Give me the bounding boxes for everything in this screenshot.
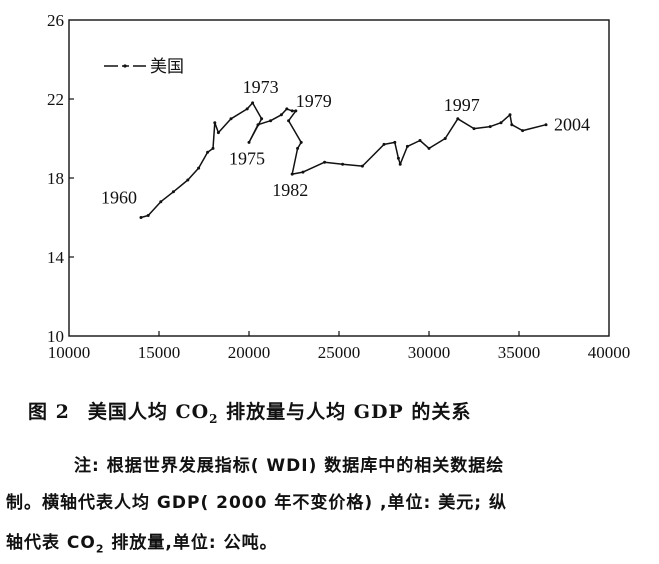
data-point: [290, 109, 294, 113]
data-point: [456, 117, 460, 121]
data-point: [206, 150, 210, 154]
data-point: [216, 131, 220, 135]
note-line-2: 制。横轴代表人均 GDP( 2000 年不变价格) ,单位: 美元; 纵: [6, 493, 507, 513]
data-point: [510, 123, 514, 127]
x-tick-label: 30000: [408, 343, 451, 362]
data-point: [269, 119, 273, 123]
x-tick-label: 25000: [318, 343, 361, 362]
data-point: [294, 109, 298, 113]
legend: 美国: [104, 57, 184, 77]
year-annotation: 2004: [554, 115, 590, 135]
data-point: [285, 107, 289, 111]
data-point: [341, 162, 345, 166]
data-point: [301, 170, 305, 174]
data-point: [472, 127, 476, 131]
figure-title: 图 2 美国人均 CO2 排放量与人均 GDP 的关系: [28, 397, 659, 426]
year-annotation: 1975: [229, 148, 265, 168]
data-point: [299, 140, 303, 144]
series-line-usa: [140, 102, 547, 219]
data-point: [396, 156, 400, 160]
legend-label: 美国: [150, 57, 184, 77]
year-annotation: 1982: [272, 180, 308, 200]
data-point: [544, 123, 548, 127]
axis-ticks: 10000 15000 20000 25000 30000 35000 40000 10 14 1…: [47, 11, 630, 362]
data-point: [323, 160, 327, 164]
data-point: [213, 121, 217, 125]
data-point: [488, 125, 492, 129]
data-point: [296, 146, 300, 150]
x-tick-label: 35000: [498, 343, 541, 362]
year-annotation: 1997: [444, 95, 480, 115]
data-point: [229, 117, 233, 121]
year-annotation: 1973: [243, 77, 279, 97]
y-tick-label: 10: [47, 327, 64, 346]
data-point: [245, 107, 249, 111]
data-point: [418, 139, 422, 142]
data-point: [508, 113, 512, 117]
data-point: [398, 162, 402, 166]
note-line-1: 注: 根据世界发展指标( WDI) 数据库中的相关数据绘: [74, 456, 505, 476]
note-line-3-text-rest: 排放量,单位: 公吨。: [104, 533, 278, 553]
note-line-3-text: 轴代表 CO: [6, 533, 96, 553]
year-annotation: 1960: [101, 188, 137, 208]
figure-title-text-rest: 排放量与人均 GDP 的关系: [218, 401, 472, 423]
figure-title-subscript: 2: [209, 411, 219, 426]
data-point: [256, 123, 260, 127]
year-annotation: 1979: [296, 91, 332, 111]
x-tick-label: 40000: [588, 343, 631, 362]
data-point: [186, 178, 190, 182]
x-tick-label: 20000: [228, 343, 271, 362]
data-point: [287, 119, 291, 123]
x-tick-label: 10000: [48, 343, 91, 362]
annotations-layer: 1960 1973 1975 1979 1982 1997 2004: [101, 77, 590, 208]
y-tick-label: 26: [47, 11, 64, 30]
data-point: [290, 172, 294, 176]
y-tick-label: 14: [47, 248, 65, 267]
data-point: [159, 200, 163, 204]
data-point: [499, 121, 503, 125]
data-point: [247, 140, 251, 144]
data-point: [393, 140, 397, 144]
data-point: [260, 117, 264, 121]
data-point: [382, 142, 386, 146]
note-line-3: 轴代表 CO2 排放量,单位: 公吨。: [6, 528, 659, 555]
legend-marker: [123, 64, 127, 68]
data-point: [360, 164, 364, 168]
figure-label: 图 2: [28, 401, 70, 423]
data-point: [146, 214, 150, 217]
y-tick-label: 22: [47, 90, 64, 109]
series-layer: [139, 101, 548, 219]
x-tick-label: 15000: [138, 343, 181, 362]
data-point: [171, 190, 175, 194]
y-tick-label: 18: [47, 169, 64, 188]
data-point: [139, 216, 143, 219]
note-line-3-subscript: 2: [95, 542, 105, 556]
data-point: [251, 101, 255, 105]
data-point: [443, 137, 447, 140]
data-point: [405, 144, 409, 148]
data-point: [427, 146, 431, 150]
data-point: [211, 146, 215, 150]
figure-title-text: 美国人均 CO: [87, 401, 210, 423]
data-point: [521, 129, 525, 133]
data-point: [197, 166, 201, 170]
data-point: [279, 113, 283, 117]
chart-area: 10000 15000 20000 25000 30000 35000 40000 10 14 1…: [47, 11, 630, 362]
